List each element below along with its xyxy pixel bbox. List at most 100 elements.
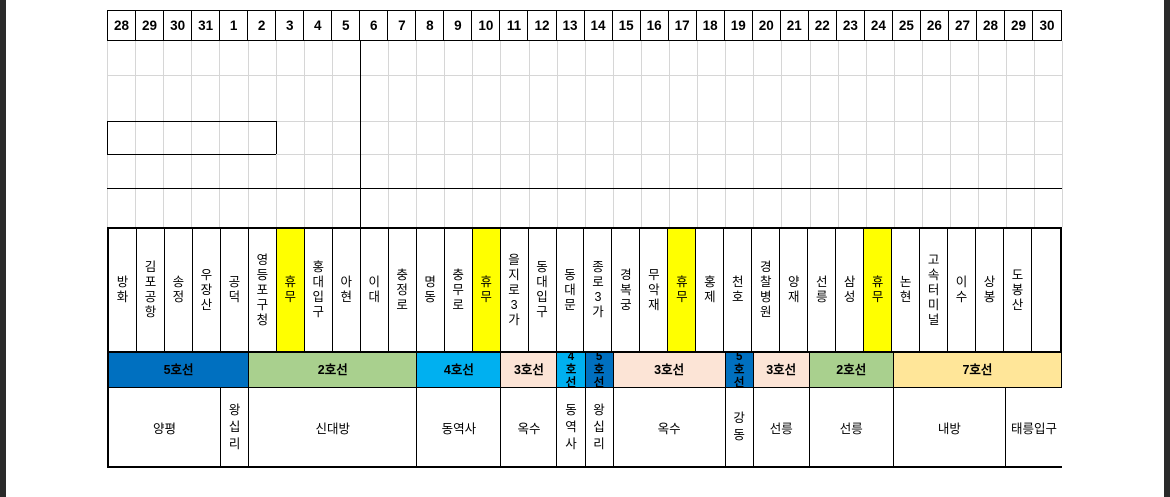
date-header-cell: 23: [837, 11, 865, 40]
grid-line-vertical: [612, 41, 614, 227]
station-name: 동대문: [564, 267, 576, 312]
station-cell: 동대입구: [529, 229, 557, 351]
station-name: 상봉: [983, 275, 996, 304]
date-header-cell: 19: [725, 11, 753, 40]
station-cell: 충무로: [445, 229, 473, 351]
subway-line-label: 2호선: [317, 362, 348, 377]
grid-line-horizontal-dark: [107, 121, 276, 122]
station-cell: 무악재: [640, 229, 669, 351]
station-cell: 이대: [361, 229, 389, 351]
grid-line-vertical: [303, 41, 305, 227]
station-name: 아현: [340, 275, 352, 304]
station-cell: [1032, 229, 1060, 351]
station-cell: 종로3가: [584, 229, 613, 351]
grid-line-horizontal-dark: [107, 154, 276, 155]
date-header-cell: 16: [641, 11, 669, 40]
depot-row: 양평 왕십리 신대방 동역사 옥수 동역사 왕십리 옥수 강동 선릉 선릉 내방 태릉입구: [107, 388, 1062, 468]
depot-name: 동역사: [441, 421, 477, 436]
day-off-cell: 휴무: [668, 229, 697, 351]
date-header-cell: 11: [500, 11, 529, 40]
grid-line-vertical: [725, 41, 727, 227]
station-name: 무악재: [648, 267, 660, 312]
station-name: 명동: [424, 275, 436, 304]
subway-line-badge: 3호선: [501, 353, 558, 388]
grid-line-horizontal: [107, 75, 1062, 76]
station-cell: 충정로: [389, 229, 417, 351]
subway-line-badge: 5호선: [725, 350, 754, 389]
grid-line-vertical: [950, 41, 951, 227]
station-cell: 삼성: [836, 229, 865, 351]
date-header-cell: 3: [276, 11, 305, 40]
grid-line-vertical-dark: [107, 121, 108, 154]
schedule-sheet: 28 29 30 31 1 2 3 4 5 6 7 8 9 10 11 12 13 14 15 16 17 18 19 20 2…: [107, 10, 1064, 480]
grid-line-vertical-dark: [275, 121, 277, 154]
station-name: 경찰병원: [760, 260, 772, 319]
subway-line-badge: 5호선: [109, 353, 250, 388]
date-header-cell: 28: [108, 11, 137, 40]
grid-line-vertical: [163, 41, 165, 227]
depot-cell: 옥수: [501, 388, 558, 466]
station-cell: 동대문: [557, 229, 585, 351]
station-name: 홍제: [704, 275, 716, 304]
date-header-cell: 30: [1039, 18, 1055, 33]
subway-line-badge: 4호선: [557, 350, 586, 389]
grid-line-vertical: [1006, 41, 1008, 227]
station-name: 삼성: [843, 275, 856, 304]
grid-line-vertical: [584, 41, 586, 227]
station-cell: 경복궁: [612, 229, 641, 351]
subway-line-label: 5호선: [593, 350, 605, 389]
station-name: 휴무: [871, 275, 884, 304]
station-name: 천호: [732, 275, 744, 304]
grid-line-vertical: [697, 41, 699, 227]
subway-line-label: 4호선: [565, 350, 577, 389]
depot-name: 태릉입구: [1010, 421, 1057, 436]
station-name: 휴무: [480, 275, 492, 304]
station-name: 충무로: [452, 267, 464, 312]
station-name: 종로3가: [592, 260, 604, 319]
station-name: 이대: [368, 275, 380, 304]
date-header-cell: 12: [528, 11, 557, 40]
station-name: 경복궁: [620, 267, 632, 312]
depot-cell: 동역사: [557, 388, 586, 466]
station-cell: 경찰병원: [752, 229, 781, 351]
grid-line-vertical: [837, 41, 839, 227]
station-cell: 선릉: [808, 229, 837, 351]
depot-cell: 강동: [726, 388, 754, 466]
depot-cell: 동역사: [417, 388, 502, 466]
grid-line-vertical: [921, 41, 923, 227]
subway-line-label: 3호선: [654, 362, 685, 377]
date-header-cell: 7: [388, 11, 417, 40]
station-cell: 고속터미널: [920, 229, 949, 351]
grid-line-vertical: [472, 41, 474, 227]
station-cell: 홍제: [696, 229, 725, 351]
depot-name: 옥수: [517, 421, 541, 436]
date-header-cell: 21: [781, 11, 809, 40]
subway-line-badge: 3호선: [753, 353, 810, 388]
station-cell: 이수: [948, 229, 977, 351]
grid-line-vertical: [1034, 41, 1036, 227]
station-name: 동대입구: [536, 260, 548, 319]
subway-line-label: 3호선: [513, 362, 544, 377]
grid-line-vertical: [781, 41, 783, 227]
date-header-cell: 28: [977, 11, 1005, 40]
subway-line-label: 5호선: [733, 350, 745, 389]
date-header-cell: 22: [809, 11, 837, 40]
station-cell: 논현: [892, 229, 921, 351]
depot-name: 선릉: [839, 421, 863, 436]
station-cell: 우장산: [193, 229, 221, 351]
grid-line-vertical: [556, 41, 558, 227]
station-name: 충정로: [396, 267, 408, 312]
station-name: 양재: [787, 275, 800, 304]
station-cell: 도봉산: [1004, 229, 1032, 351]
date-header-cell: 30: [164, 11, 193, 40]
station-name: 을지로3가: [508, 252, 520, 327]
station-name: 영등포구청: [256, 252, 269, 327]
window-edge-left: [0, 0, 6, 497]
station-name: 논현: [899, 275, 912, 304]
station-name: 이수: [955, 275, 968, 304]
station-name: 김포공항: [144, 260, 157, 319]
date-header-cell: 25: [893, 11, 921, 40]
depot-cell: 선릉: [810, 388, 894, 466]
grid-line-vertical: [809, 41, 811, 227]
date-header-cell: 13: [557, 11, 585, 40]
